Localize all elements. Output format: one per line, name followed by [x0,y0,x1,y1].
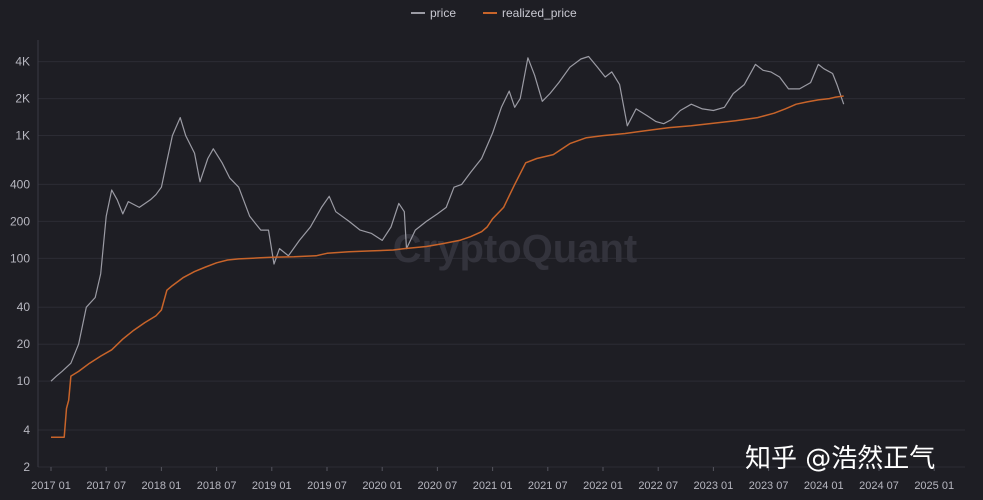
x-tick-label: 2025 01 [914,480,954,492]
x-tick-label: 2019 01 [252,480,292,492]
y-tick-label: 4K [15,55,30,69]
legend-label-realized-price: realized_price [502,6,577,20]
x-tick-label: 2023 01 [694,480,734,492]
x-tick-label: 2022 01 [583,480,623,492]
watermark-text: CryptoQuant [393,227,637,271]
x-tick-label: 2021 01 [473,480,513,492]
x-tick-label: 2017 07 [86,480,126,492]
x-tick-label: 2021 07 [528,480,568,492]
x-tick-label: 2020 07 [418,480,458,492]
y-tick-label: 2K [15,92,30,106]
y-tick-label: 40 [17,300,31,314]
y-tick-label: 1K [15,129,30,143]
y-tick-label: 400 [10,177,30,191]
y-tick-label: 200 [10,214,30,228]
y-tick-label: 10 [17,374,31,388]
y-tick-label: 20 [17,337,31,351]
x-tick-label: 2019 07 [307,480,347,492]
watermark: CryptoQuant [393,227,637,271]
x-tick-label: 2022 07 [638,480,678,492]
axes: 2 4 10 20 40 100 200 400 1K 2K 4K 2017 01 2017 07 201… [10,40,954,492]
series-lines [50,55,845,438]
grid [38,61,965,468]
legend-label-price: price [430,6,456,20]
x-tick-label: 2018 01 [142,480,182,492]
y-tick-label: 100 [10,251,30,265]
series-line-realized-price [51,95,844,438]
brand-text: 知乎 @浩然正气 [745,444,935,474]
series-line-price [50,55,845,382]
x-tick-label: 2017 01 [31,480,71,492]
y-tick-label: 2 [23,460,30,474]
brand-watermark: 知乎 @浩然正气 [745,444,935,474]
x-tick-label: 2024 01 [804,480,844,492]
x-tick-label: 2020 01 [362,480,402,492]
legend: price realized_price [411,6,577,20]
x-tick-label: 2024 07 [859,480,899,492]
x-tick-label: 2018 07 [197,480,237,492]
y-tick-label: 4 [23,423,30,437]
x-tick-label: 2023 07 [749,480,789,492]
